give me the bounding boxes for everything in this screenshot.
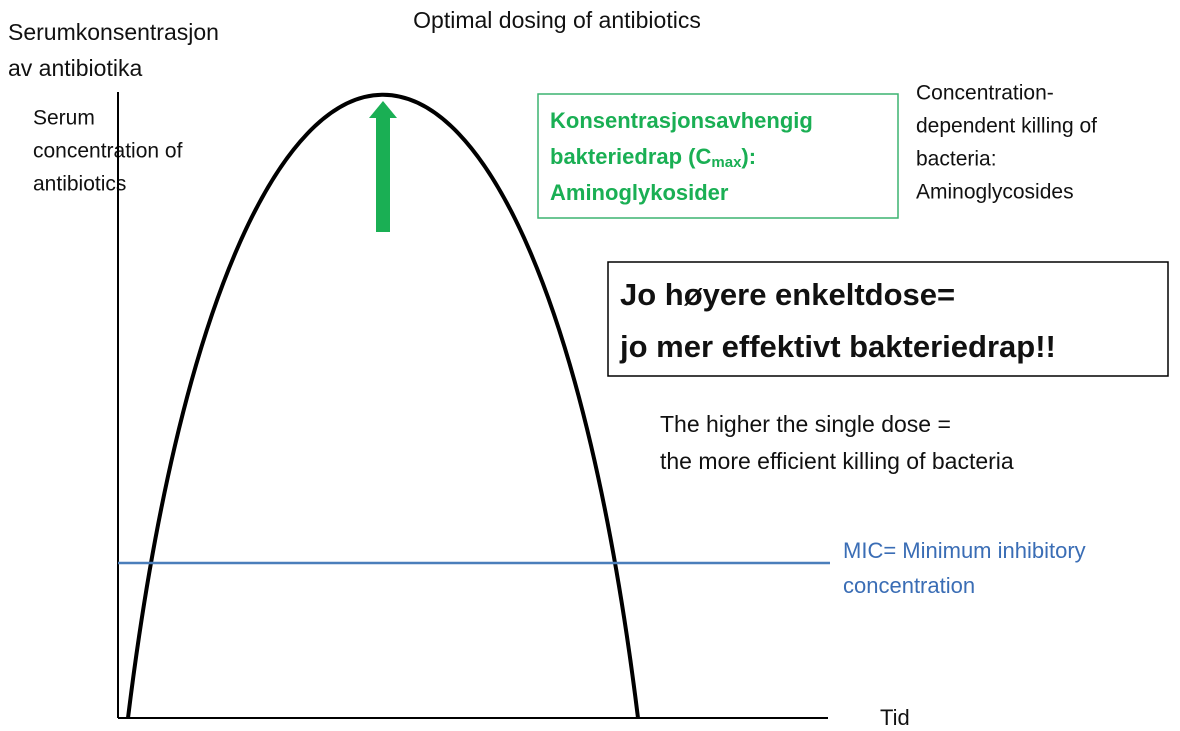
main-box-text: jo mer effektivt bakteriedrap!! [619, 329, 1056, 364]
main-box [607, 261, 1169, 377]
main-box-text: Jo høyere enkeltdose= [620, 277, 955, 312]
y-label-en: concentration of [33, 140, 183, 163]
translation: Aminoglycosides [916, 181, 1074, 204]
green-box [537, 93, 899, 219]
concentration-curve [126, 93, 640, 719]
translation: dependent killing of [916, 115, 1097, 138]
y-label-en: antibiotics [33, 173, 126, 196]
y-label-en: Serum [33, 107, 95, 130]
translation: bacteria: [916, 148, 997, 171]
green-arrow [369, 101, 397, 232]
main-translation: The higher the single dose = [660, 411, 951, 437]
translation: Concentration- [916, 82, 1054, 105]
main-translation: the more efficient killing of bacteria [660, 448, 1014, 474]
y-label-no: Serumkonsentrasjon [8, 19, 219, 45]
green-box-text: Konsentrasjonsavhengig [550, 108, 813, 133]
x-label: Tid [880, 705, 910, 730]
title: Optimal dosing of antibiotics [413, 7, 701, 33]
mic-label: concentration [843, 573, 975, 598]
green-box-text: bakteriedrap (Cmax): [550, 144, 756, 171]
mic-label: MIC= Minimum inhibitory [843, 538, 1086, 563]
y-label-no: av antibiotika [8, 55, 142, 81]
green-box-text: Aminoglykosider [550, 180, 729, 205]
